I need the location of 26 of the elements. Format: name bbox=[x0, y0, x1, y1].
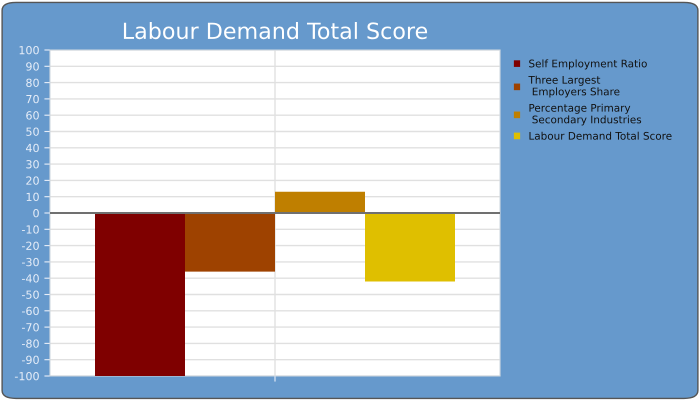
y-tick-label: -70 bbox=[22, 323, 39, 332]
y-tick-label: 20 bbox=[26, 176, 39, 185]
y-tick-label: -40 bbox=[22, 274, 39, 283]
legend-label: Three Largest Employers Share bbox=[528, 76, 620, 98]
y-tick-label: 10 bbox=[26, 192, 39, 202]
y-tick-label: 90 bbox=[26, 62, 39, 71]
y-tick-label: -80 bbox=[22, 339, 39, 348]
y-tick-label: -10 bbox=[22, 225, 39, 234]
legend-label: Self Employment Ratio bbox=[529, 59, 647, 70]
y-tick-label: -50 bbox=[22, 290, 39, 299]
y-tick-label: -90 bbox=[22, 356, 39, 364]
legend-label: Percentage Primary Secondary Industries bbox=[529, 104, 642, 126]
legend-label: Labour Demand Total Score bbox=[529, 132, 672, 140]
y-tick-label: 100 bbox=[20, 46, 39, 54]
y-tick-label: 60 bbox=[26, 111, 39, 120]
y-tick-label: -30 bbox=[22, 258, 39, 266]
y-tick-label: -100 bbox=[14, 372, 39, 380]
y-tick-label: -20 bbox=[22, 242, 39, 250]
y-tick-label: 70 bbox=[26, 94, 39, 104]
y-tick-label: 0 bbox=[33, 208, 39, 218]
chart-title: Labour Demand Total Score bbox=[124, 22, 428, 40]
y-tick-label: -60 bbox=[22, 306, 39, 316]
y-tick-label: 80 bbox=[26, 78, 39, 87]
y-tick-label: 40 bbox=[26, 144, 39, 152]
y-tick-label: 30 bbox=[26, 160, 39, 168]
y-tick-label: 50 bbox=[26, 127, 39, 136]
